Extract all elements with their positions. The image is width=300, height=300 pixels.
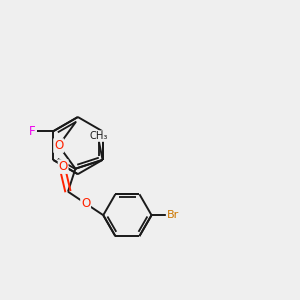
Text: O: O: [58, 160, 68, 173]
Text: O: O: [54, 139, 63, 152]
Text: CH₃: CH₃: [89, 131, 108, 141]
Text: O: O: [81, 197, 90, 210]
Text: Br: Br: [167, 210, 179, 220]
Text: F: F: [28, 125, 35, 138]
